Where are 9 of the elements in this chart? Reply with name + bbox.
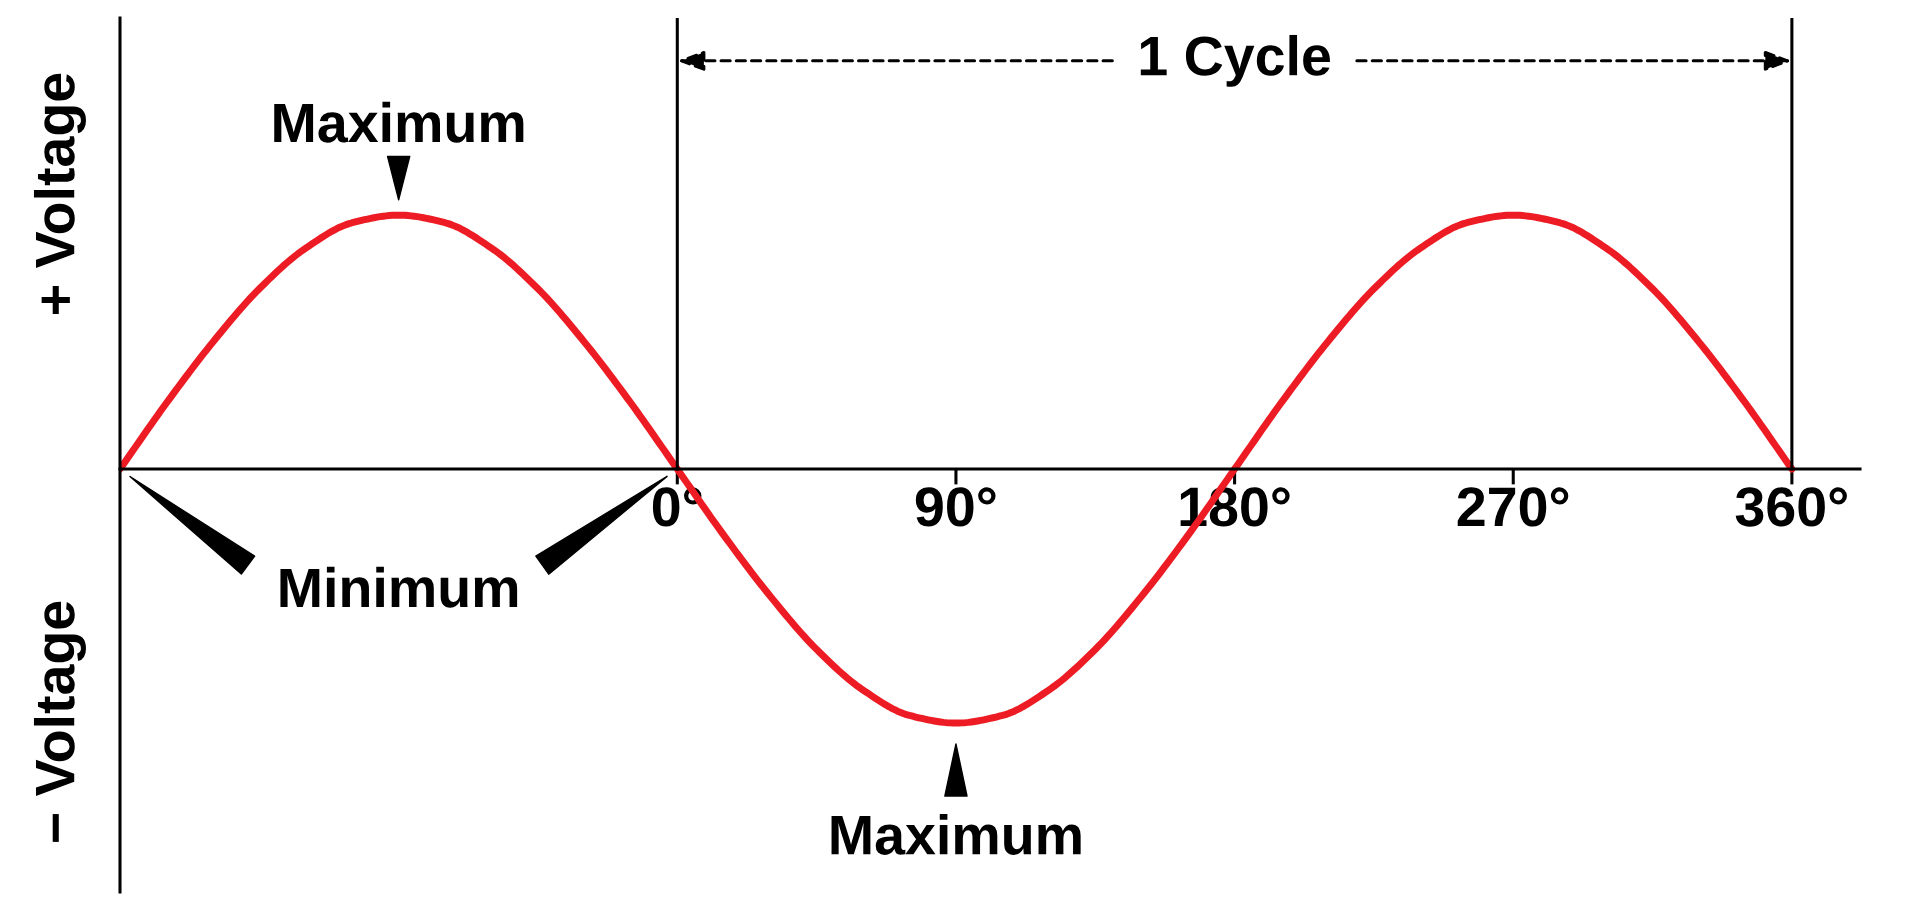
annotation: Maximum <box>831 814 1081 855</box>
x-tick-label: 270° <box>1457 487 1569 527</box>
annotation: Maximum <box>274 101 524 143</box>
y-axis-title: + Voltage <box>33 73 86 314</box>
text: 1 Cycle <box>1140 34 1330 87</box>
text: − Voltage <box>33 601 86 842</box>
x-tick-label: 90° <box>915 487 996 527</box>
annotation: Minimum <box>280 566 518 608</box>
x-tick-label: 360° <box>1735 487 1847 527</box>
